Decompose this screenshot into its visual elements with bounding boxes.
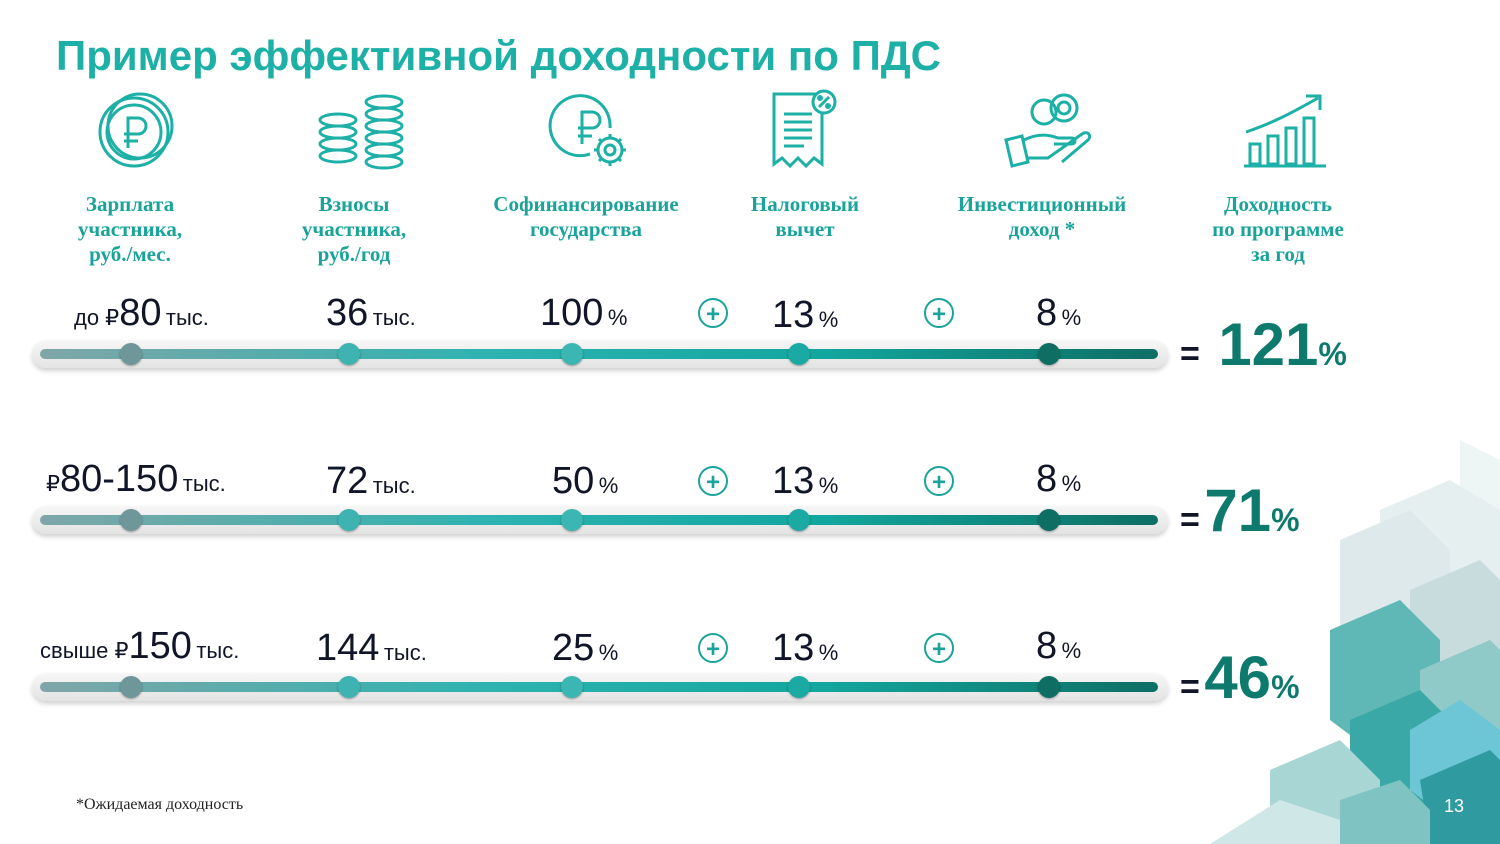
- heading-salary: Зарплата участника, руб./мес.: [77, 192, 183, 266]
- heading-cofinancing: Софинансирование государства: [493, 192, 679, 241]
- hand-coins-icon: [1000, 88, 1100, 178]
- yield-result: = 71%: [1180, 477, 1300, 544]
- slider-knob: [788, 343, 810, 365]
- slider-knob: [120, 343, 142, 365]
- yield-row: свыше ₽150 тыс. 144 тыс. 25 % + 13 % + 8…: [0, 619, 1500, 729]
- heading-investment-income: Инвестиционный доход *: [957, 192, 1127, 241]
- tax-document-percent-icon: [756, 88, 856, 178]
- coin-stacks-icon: [312, 88, 412, 178]
- plus-icon: +: [924, 298, 954, 328]
- slider-knob: [338, 676, 360, 698]
- ruble-coins-icon: [84, 88, 184, 178]
- heading-contributions: Взносы участника, руб./год: [301, 192, 407, 266]
- page-number: 13: [1444, 796, 1465, 816]
- slider-knob: [561, 509, 583, 531]
- slider-knob: [338, 343, 360, 365]
- ruble-gear-icon: [540, 88, 640, 178]
- contribution-value: 144 тыс.: [316, 627, 427, 669]
- plus-icon: +: [698, 298, 728, 328]
- cofinancing-value: 50 %: [552, 460, 619, 502]
- slider-knob: [1038, 676, 1060, 698]
- contribution-value: 72 тыс.: [326, 460, 416, 502]
- heading-tax-deduction: Налоговый вычет: [750, 192, 860, 241]
- slider-track: [40, 682, 1158, 692]
- salary-value: до ₽80 тыс.: [74, 292, 209, 334]
- yield-row: до ₽80 тыс. 36 тыс. 100 % + 13 % + 8 % =…: [0, 286, 1500, 396]
- slider-knob: [120, 509, 142, 531]
- slider-track: [40, 515, 1158, 525]
- slider-knob: [338, 509, 360, 531]
- investment-value: 8 %: [1036, 458, 1082, 500]
- slider-knob: [1038, 509, 1060, 531]
- plus-icon: +: [698, 466, 728, 496]
- plus-icon: +: [924, 466, 954, 496]
- slider-knob: [120, 676, 142, 698]
- slider-track: [40, 349, 1158, 359]
- cofinancing-value: 25 %: [552, 627, 619, 669]
- investment-value: 8 %: [1036, 625, 1082, 667]
- plus-icon: +: [698, 633, 728, 663]
- salary-value: ₽80-150 тыс.: [46, 458, 226, 500]
- salary-value: свыше ₽150 тыс.: [40, 625, 240, 667]
- slider-knob: [788, 676, 810, 698]
- growth-chart-icon: [1234, 88, 1334, 178]
- decorative-hex-pattern: [1210, 440, 1500, 844]
- yield-row: ₽80-150 тыс. 72 тыс. 50 % + 13 % + 8 % =…: [0, 452, 1500, 562]
- tax-value: 13 %: [772, 460, 839, 502]
- slider-knob: [788, 509, 810, 531]
- tax-value: 13 %: [772, 294, 839, 336]
- footnote: *Ожидаемая доходность: [76, 796, 244, 813]
- cofinancing-value: 100 %: [540, 292, 628, 334]
- slider-knob: [561, 343, 583, 365]
- page-title: Пример эффективной доходности по ПДС: [56, 32, 942, 79]
- yield-result: = 46%: [1180, 644, 1300, 711]
- heading-yield: Доходность по программе за год: [1212, 192, 1344, 266]
- investment-value: 8 %: [1036, 292, 1082, 334]
- slider-knob: [561, 676, 583, 698]
- slider-knob: [1038, 343, 1060, 365]
- plus-icon: +: [924, 633, 954, 663]
- yield-result: = 121%: [1180, 311, 1347, 378]
- contribution-value: 36 тыс.: [326, 292, 416, 334]
- tax-value: 13 %: [772, 627, 839, 669]
